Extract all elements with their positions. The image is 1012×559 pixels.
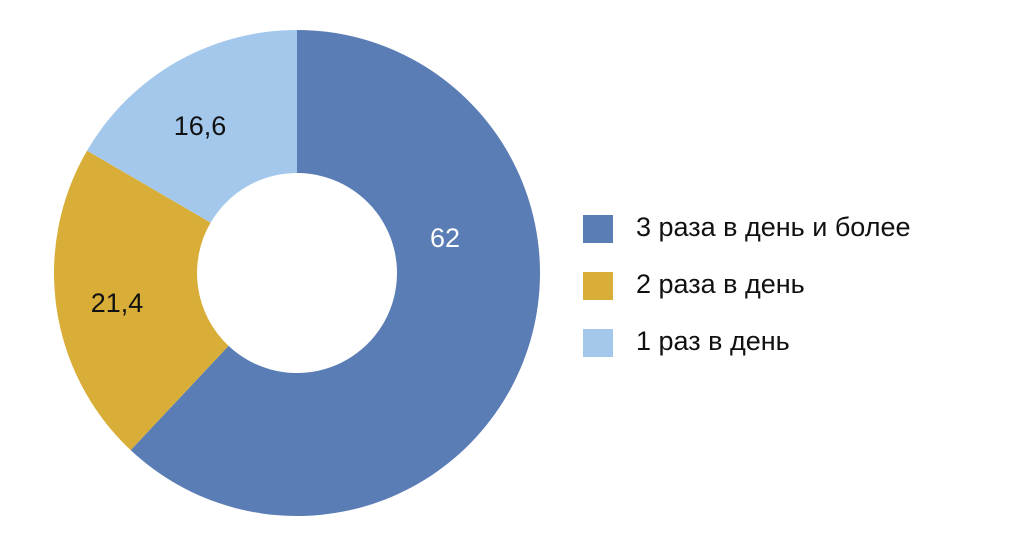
donut-slice <box>130 30 540 516</box>
legend-label: 1 раз в день <box>636 326 790 356</box>
donut-slice <box>54 150 229 451</box>
value-label: 16,6 <box>174 111 227 141</box>
donut-slice <box>87 30 297 223</box>
value-label: 21,4 <box>91 288 144 318</box>
value-label: 62 <box>430 223 460 253</box>
legend-label: 2 раза в день <box>636 269 805 299</box>
legend-swatch <box>583 272 613 300</box>
legend-swatch <box>583 329 613 357</box>
legend-swatch <box>583 215 613 243</box>
legend-label: 3 раза в день и более <box>636 212 911 242</box>
